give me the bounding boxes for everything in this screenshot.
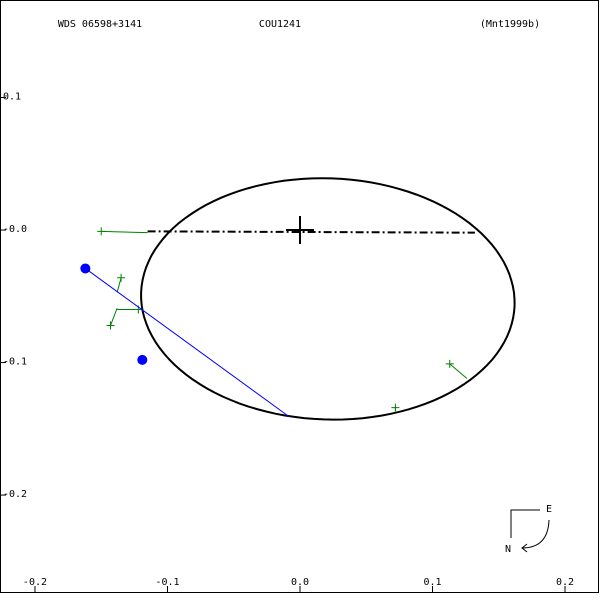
- compass-axes: [510, 509, 540, 538]
- title-wds: WDS 06598+3141: [58, 19, 142, 30]
- compass: [510, 509, 550, 553]
- residual-line: [110, 308, 118, 326]
- primary-star: [286, 216, 314, 245]
- residual-line: [116, 277, 122, 293]
- node-line: [147, 230, 475, 234]
- x-tick-label: -0.2: [23, 577, 47, 588]
- observation: [117, 273, 126, 282]
- residual-line: [101, 230, 148, 234]
- observation: [97, 227, 106, 236]
- measurement-residual: [85, 268, 290, 418]
- x-tick-label: 0.2: [556, 577, 574, 588]
- y-tick-label: -0.0: [3, 224, 27, 235]
- observation: [391, 403, 400, 412]
- measurement: [80, 263, 91, 274]
- measurement: [137, 354, 148, 365]
- y-tick-label: -0.2: [3, 489, 27, 500]
- x-tick-label: -0.1: [155, 577, 179, 588]
- y-tick-label: 0.1: [3, 92, 21, 103]
- compass-east: E: [546, 504, 552, 515]
- compass-arrow: [521, 519, 550, 549]
- title-reference: (Mnt1999b): [480, 19, 540, 30]
- orbit-ellipse: [140, 177, 516, 421]
- x-tick-label: 0.1: [423, 577, 441, 588]
- compass-arrowhead: [521, 543, 528, 553]
- compass-north: N: [505, 544, 511, 555]
- y-tick-label: -0.1: [3, 357, 27, 368]
- residual-line: [449, 363, 468, 379]
- x-tick-label: 0.0: [291, 577, 309, 588]
- observation: [106, 321, 115, 330]
- observation: [445, 359, 454, 368]
- title-discoverer: COU1241: [259, 19, 301, 30]
